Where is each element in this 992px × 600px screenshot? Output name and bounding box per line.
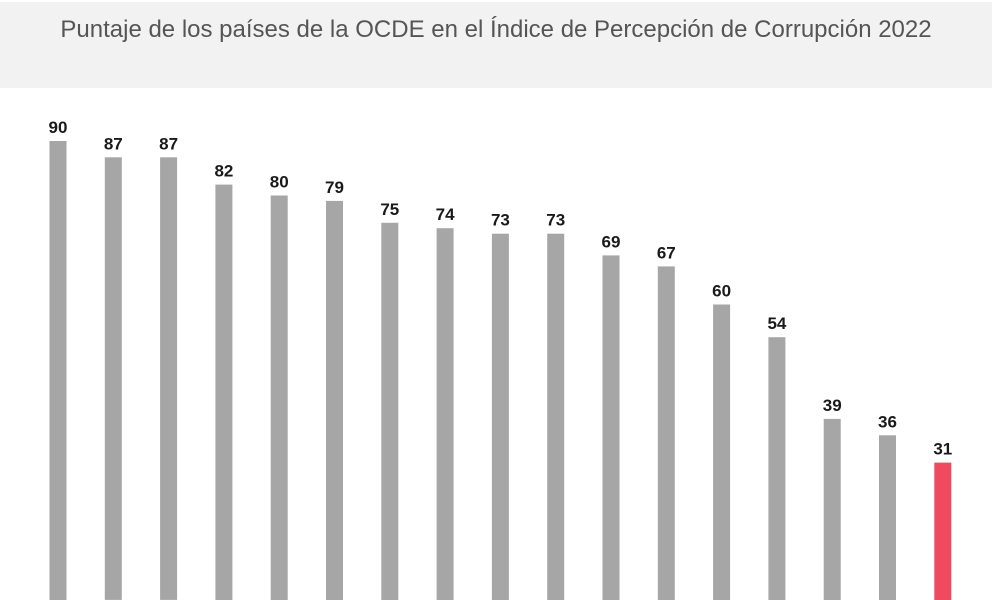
- bar: [768, 337, 786, 600]
- bar-value-label: 31: [933, 440, 952, 459]
- bar-value-label: 73: [546, 211, 565, 230]
- chart-title: Puntaje de los países de la OCDE en el Í…: [60, 16, 932, 43]
- bar-value-label: 87: [159, 134, 178, 153]
- bar-value-label: 74: [436, 205, 455, 224]
- bar-value-label: 69: [602, 232, 621, 251]
- bar-value-label: 54: [767, 314, 786, 333]
- bar: [491, 233, 509, 600]
- bar-value-label: 80: [270, 173, 289, 192]
- bar-value-label: 75: [380, 200, 399, 219]
- bar-value-label: 82: [214, 162, 233, 181]
- bar-value-label: 90: [49, 118, 68, 137]
- bar: [602, 255, 620, 600]
- bar: [436, 228, 454, 600]
- bar-value-label: 60: [712, 282, 731, 301]
- bar-value-label: 67: [657, 243, 676, 262]
- bar: [270, 195, 288, 600]
- bar: [823, 418, 841, 600]
- bar-value-label: 73: [491, 211, 510, 230]
- bar: [49, 141, 67, 600]
- bar-value-label: 87: [104, 134, 123, 153]
- bar-highlight: [934, 462, 952, 600]
- bar-value-label: 79: [325, 178, 344, 197]
- bar: [215, 184, 233, 600]
- bar: [879, 435, 896, 600]
- bar: [160, 157, 178, 600]
- bar: [547, 233, 565, 600]
- bar-value-label: 36: [878, 412, 897, 431]
- bar: [657, 266, 675, 600]
- bar: [326, 200, 343, 600]
- bar: [381, 222, 399, 600]
- title-band: Puntaje de los países de la OCDE en el Í…: [0, 0, 992, 88]
- bar: [104, 157, 122, 600]
- bar: [713, 304, 731, 600]
- bar-value-label: 39: [823, 396, 842, 415]
